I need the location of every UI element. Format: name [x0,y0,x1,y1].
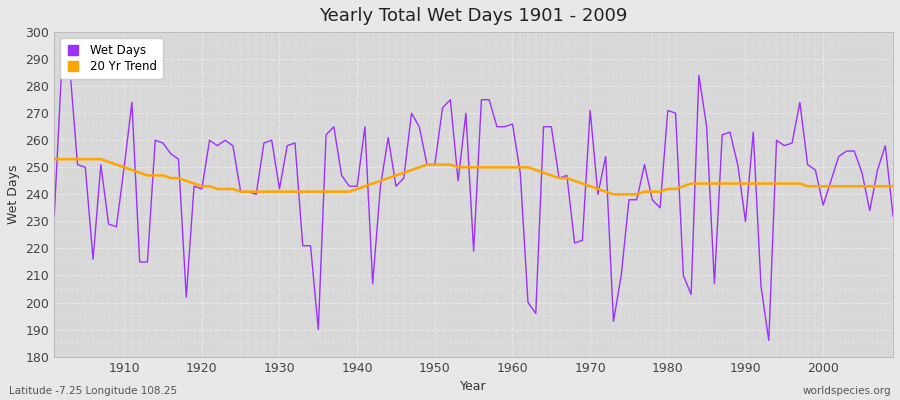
Y-axis label: Wet Days: Wet Days [7,164,20,224]
Wet Days [290,140,301,145]
20 Yr Trend [600,189,611,194]
Wet Days [763,338,774,343]
20 Yr Trend [49,157,59,162]
Wet Days [337,173,347,178]
Line: 20 Yr Trend: 20 Yr Trend [54,159,893,194]
Wet Days [49,214,59,218]
Wet Days [507,122,517,126]
20 Yr Trend [887,184,898,189]
Wet Days [515,170,526,175]
20 Yr Trend [328,189,339,194]
20 Yr Trend [282,189,292,194]
20 Yr Trend [500,165,510,170]
Title: Yearly Total Wet Days 1901 - 2009: Yearly Total Wet Days 1901 - 2009 [320,7,628,25]
Text: worldspecies.org: worldspecies.org [803,386,891,396]
20 Yr Trend [507,165,517,170]
Legend: Wet Days, 20 Yr Trend: Wet Days, 20 Yr Trend [60,38,163,79]
20 Yr Trend [111,162,122,167]
Wet Days [608,319,619,324]
Wet Days [119,165,130,170]
X-axis label: Year: Year [460,380,487,393]
Wet Days [887,214,898,218]
Text: Latitude -7.25 Longitude 108.25: Latitude -7.25 Longitude 108.25 [9,386,177,396]
Line: Wet Days: Wet Days [54,62,893,340]
Wet Days [57,60,68,64]
20 Yr Trend [608,192,619,197]
